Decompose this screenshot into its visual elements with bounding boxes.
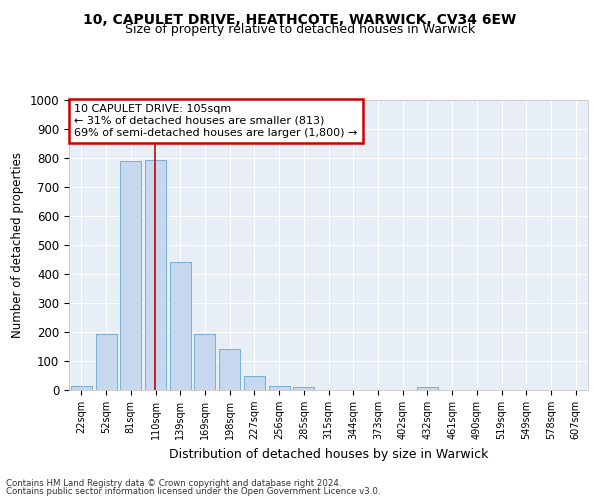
Y-axis label: Number of detached properties: Number of detached properties xyxy=(11,152,24,338)
Bar xyxy=(293,387,314,390)
Bar xyxy=(219,348,240,390)
Text: Contains public sector information licensed under the Open Government Licence v3: Contains public sector information licen… xyxy=(6,487,380,496)
Bar xyxy=(244,376,265,390)
Bar xyxy=(170,262,191,390)
Text: 10 CAPULET DRIVE: 105sqm
← 31% of detached houses are smaller (813)
69% of semi-: 10 CAPULET DRIVE: 105sqm ← 31% of detach… xyxy=(74,104,358,138)
Bar xyxy=(95,334,116,390)
Text: Size of property relative to detached houses in Warwick: Size of property relative to detached ho… xyxy=(125,22,475,36)
Text: Contains HM Land Registry data © Crown copyright and database right 2024.: Contains HM Land Registry data © Crown c… xyxy=(6,478,341,488)
X-axis label: Distribution of detached houses by size in Warwick: Distribution of detached houses by size … xyxy=(169,448,488,460)
Bar xyxy=(194,334,215,390)
Bar xyxy=(120,161,141,390)
Bar xyxy=(71,386,92,390)
Text: 10, CAPULET DRIVE, HEATHCOTE, WARWICK, CV34 6EW: 10, CAPULET DRIVE, HEATHCOTE, WARWICK, C… xyxy=(83,12,517,26)
Bar xyxy=(417,387,438,390)
Bar xyxy=(145,160,166,390)
Bar xyxy=(269,386,290,390)
